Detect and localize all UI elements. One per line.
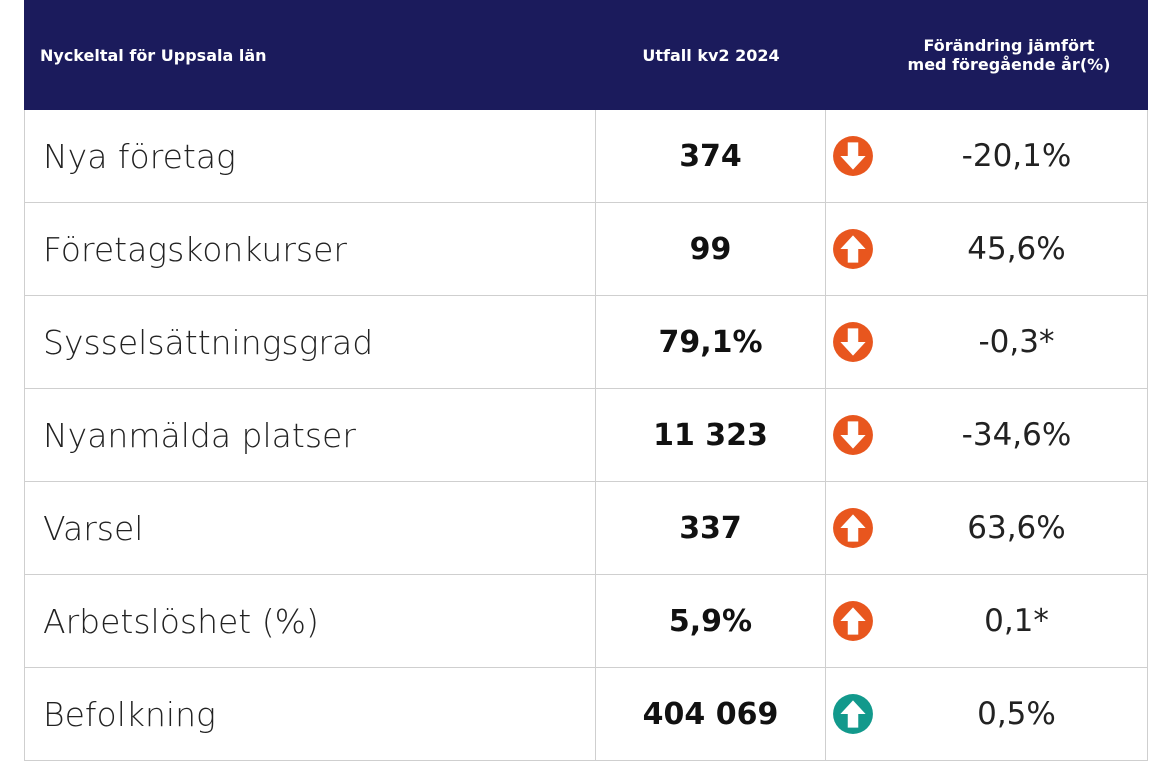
trend-icon — [833, 322, 873, 362]
change-text: 45,6% — [967, 231, 1066, 267]
row-label: Nyanmälda platser — [24, 389, 596, 482]
header-cell: Utfall kv2 2024 — [596, 0, 826, 110]
change-text: -20,1% — [961, 138, 1072, 174]
row-value: 374 — [596, 110, 826, 203]
icon-arrow — [840, 421, 866, 449]
row-change: 63,6% — [826, 482, 1148, 575]
change-text: -34,6% — [961, 417, 1072, 453]
row-label: Befolkning — [24, 668, 596, 761]
row-change: -20,1% — [826, 110, 1148, 203]
change-text: 0,1* — [984, 603, 1049, 639]
header-line: med föregående år(%) — [907, 55, 1111, 74]
header-cell: Nyckeltal för Uppsala län — [24, 0, 596, 110]
icon-arrow — [840, 514, 866, 542]
row-value: 337 — [596, 482, 826, 575]
row-change: 45,6% — [826, 203, 1148, 296]
row-value: 99 — [596, 203, 826, 296]
icon-arrow — [840, 235, 866, 263]
icon-arrow — [840, 700, 866, 728]
row-label: Företagskonkurser — [24, 203, 596, 296]
row-label: Varsel — [24, 482, 596, 575]
row-change: 0,1* — [826, 575, 1148, 668]
row-value: 5,9% — [596, 575, 826, 668]
change-text: 0,5% — [977, 696, 1056, 732]
row-label: Arbetslöshet (%) — [24, 575, 596, 668]
row-change: -0,3* — [826, 296, 1148, 389]
change-text: -0,3* — [978, 324, 1055, 360]
row-value: 404 069 — [596, 668, 826, 761]
icon-arrow — [840, 328, 866, 356]
row-value: 79,1% — [596, 296, 826, 389]
row-change: 0,5% — [826, 668, 1148, 761]
change-text: 63,6% — [967, 510, 1066, 546]
row-label: Nya företag — [24, 110, 596, 203]
row-label: Sysselsättningsgrad — [24, 296, 596, 389]
icon-arrow — [840, 607, 866, 635]
trend-icon — [833, 229, 873, 269]
trend-icon — [833, 694, 873, 734]
trend-icon — [833, 508, 873, 548]
trend-icon — [833, 136, 873, 176]
header-line: Förändring jämfört — [923, 36, 1095, 55]
icon-arrow — [840, 142, 866, 170]
header-cell: Förändring jämfört med föregående år(%) — [826, 0, 1148, 110]
trend-icon — [833, 601, 873, 641]
row-value: 11 323 — [596, 389, 826, 482]
trend-icon — [833, 415, 873, 455]
row-change: -34,6% — [826, 389, 1148, 482]
